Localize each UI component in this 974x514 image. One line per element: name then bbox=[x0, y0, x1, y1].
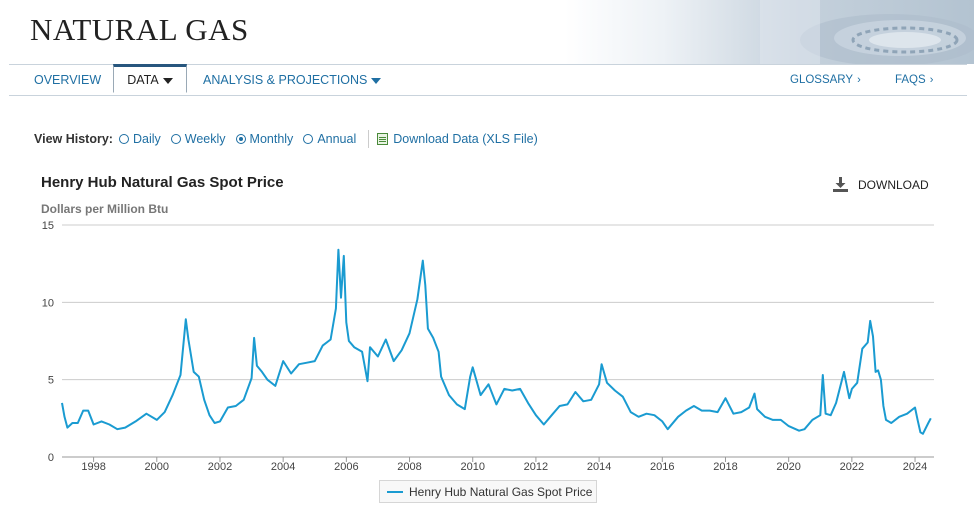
x-tick-label: 2024 bbox=[903, 461, 927, 473]
x-tick-label: 2022 bbox=[840, 461, 864, 473]
radio-button-icon bbox=[170, 134, 181, 144]
caret-down-icon bbox=[371, 77, 382, 84]
chevron-right-icon: › bbox=[929, 74, 934, 86]
radio-monthly[interactable]: Monthly bbox=[235, 132, 294, 146]
site-title: NATURAL GAS bbox=[30, 12, 249, 47]
download-icon bbox=[833, 177, 848, 192]
nav-data-label: DATA bbox=[127, 73, 159, 87]
x-tick-label: 1998 bbox=[81, 461, 105, 473]
x-tick-label: 2002 bbox=[208, 461, 232, 473]
divider bbox=[368, 130, 370, 148]
nav-overview[interactable]: OVERVIEW bbox=[34, 65, 101, 95]
gas-burner-photo bbox=[760, 0, 974, 64]
view-history-label: View History: bbox=[34, 132, 113, 146]
nav-analysis-label: ANALYSIS & PROJECTIONS bbox=[203, 73, 368, 87]
grid bbox=[62, 224, 934, 458]
spreadsheet-icon bbox=[377, 133, 389, 145]
x-tick-label: 2004 bbox=[271, 461, 295, 473]
download-chart-button[interactable]: DOWNLOAD bbox=[833, 177, 929, 192]
download-xls-link[interactable]: Download Data (XLS File) bbox=[377, 132, 538, 146]
radio-annual[interactable]: Annual bbox=[303, 132, 356, 146]
legend-label: Henry Hub Natural Gas Spot Price bbox=[409, 484, 593, 499]
nav-glossary[interactable]: GLOSSARY › bbox=[790, 65, 861, 95]
y-tick-label: 15 bbox=[42, 220, 54, 232]
radio-weekly-label: Weekly bbox=[184, 132, 226, 146]
view-history-bar: View History: Daily Weekly Monthly Annua… bbox=[34, 130, 538, 148]
radio-daily-label: Daily bbox=[132, 132, 161, 146]
x-tick-label: 2000 bbox=[145, 461, 169, 473]
series bbox=[61, 248, 932, 435]
caret-down-icon bbox=[162, 77, 173, 84]
x-tick-label: 2018 bbox=[713, 461, 737, 473]
nav-overview-label: OVERVIEW bbox=[34, 73, 102, 87]
x-axis: 1998 2000 2002 2004 2006 2008 2010 2012 2014 2016… bbox=[81, 457, 927, 473]
y-tick-label: 5 bbox=[48, 375, 54, 387]
nav-data-tab[interactable]: DATA bbox=[113, 64, 187, 93]
header-banner: NATURAL GAS bbox=[0, 0, 974, 64]
download-label: DOWNLOAD bbox=[858, 177, 929, 192]
radio-monthly-label: Monthly bbox=[249, 132, 294, 146]
legend-swatch bbox=[387, 490, 403, 493]
series-line[interactable] bbox=[61, 248, 932, 435]
x-tick-label: 2014 bbox=[587, 461, 611, 473]
chevron-right-icon: › bbox=[857, 74, 861, 86]
nav-faqs-label: FAQS bbox=[895, 74, 926, 86]
download-xls-label: Download Data (XLS File) bbox=[393, 132, 538, 146]
nav-faqs[interactable]: FAQS › bbox=[895, 65, 933, 95]
x-tick-label: 2016 bbox=[650, 461, 674, 473]
x-tick-label: 2008 bbox=[397, 461, 421, 473]
x-tick-label: 2012 bbox=[524, 461, 548, 473]
legend[interactable]: Henry Hub Natural Gas Spot Price bbox=[379, 480, 597, 503]
chart-title: Henry Hub Natural Gas Spot Price bbox=[41, 174, 284, 191]
y-tick-label: 10 bbox=[42, 297, 54, 309]
nav-analysis-projections[interactable]: ANALYSIS & PROJECTIONS bbox=[203, 65, 382, 95]
x-tick-label: 2010 bbox=[460, 461, 484, 473]
radio-button-icon bbox=[118, 134, 129, 144]
radio-weekly[interactable]: Weekly bbox=[170, 132, 226, 146]
radio-annual-label: Annual bbox=[317, 132, 357, 146]
nav-glossary-label: GLOSSARY bbox=[790, 74, 854, 86]
radio-daily[interactable]: Daily bbox=[118, 132, 161, 146]
nav-bar: OVERVIEW DATA ANALYSIS & PROJECTIONS GLO… bbox=[9, 64, 967, 96]
chart-units: Dollars per Million Btu bbox=[41, 202, 169, 216]
radio-button-icon bbox=[303, 134, 314, 144]
x-tick-label: 2006 bbox=[334, 461, 358, 473]
x-tick-label: 2020 bbox=[776, 461, 800, 473]
y-tick-label: 0 bbox=[48, 452, 54, 464]
radio-button-checked-icon bbox=[235, 134, 246, 144]
y-axis: 0 5 10 15 bbox=[42, 220, 54, 464]
